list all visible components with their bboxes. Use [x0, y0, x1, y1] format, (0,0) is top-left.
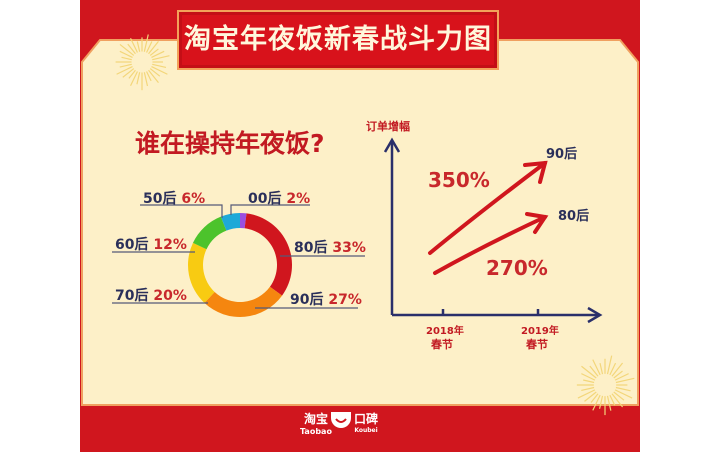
firework-ray — [130, 71, 138, 87]
donut-slice-60后 — [192, 216, 227, 250]
donut-title: 谁在操持年夜饭? — [135, 129, 325, 158]
leader-lines — [112, 204, 365, 309]
slice-label-60: 60后 12% — [115, 237, 187, 253]
firework-ray — [581, 365, 597, 379]
firework-ray — [614, 389, 633, 399]
firework-ray — [136, 72, 141, 85]
firework-ray — [577, 389, 596, 399]
firework-ray — [599, 395, 604, 409]
x-axis-arrow — [587, 306, 603, 324]
firework-ray — [130, 37, 138, 53]
firework-ray — [127, 43, 136, 55]
growth-arrows — [428, 160, 549, 275]
x-tick-label: 春节 — [431, 338, 453, 351]
firework-icon — [576, 355, 635, 416]
firework-ray — [149, 68, 161, 77]
x-tick-label: 2019年 — [521, 326, 559, 337]
firework-ray — [614, 373, 629, 381]
firework-ray — [143, 72, 149, 87]
firework-ray — [143, 34, 149, 52]
arrowhead-80 — [525, 212, 549, 234]
firework-ray — [606, 355, 613, 375]
firework-ray — [152, 55, 170, 61]
firework-ray — [611, 393, 624, 408]
firework-ray — [611, 362, 624, 377]
firework-ray — [148, 69, 159, 84]
slice-label-80: 80后 33% — [294, 240, 366, 256]
firework-ray — [128, 69, 136, 79]
firework-icon — [115, 34, 170, 91]
slice-label-70: 70后 20% — [115, 288, 187, 304]
firework-ray — [584, 391, 597, 402]
firework-ray — [609, 394, 616, 406]
donut-slice-00后 — [240, 213, 247, 229]
slice-label-90: 90后 27% — [290, 292, 362, 308]
firework-ray — [151, 50, 165, 58]
series-name-80: 80后 — [558, 209, 590, 224]
firework-ray — [146, 41, 153, 53]
firework-ray — [119, 50, 133, 58]
firework-ray — [581, 373, 596, 381]
leader-line — [140, 204, 223, 218]
firework-ray — [148, 40, 159, 55]
firework-ray — [592, 359, 601, 376]
firework-ray — [121, 56, 132, 61]
firework-ray — [119, 43, 135, 56]
x-tick-label: 春节 — [526, 338, 548, 351]
donut-chart — [188, 213, 292, 318]
firework-ray — [590, 393, 599, 403]
series-arrow-80 — [433, 215, 547, 275]
y-axis-arrow — [383, 137, 401, 153]
firework-ray — [599, 363, 604, 375]
firework-ray — [609, 362, 617, 376]
series-name-90: 90后 — [546, 147, 578, 162]
donut-slice-90后 — [204, 286, 283, 318]
firework-ray — [122, 68, 135, 78]
firework-ray — [606, 395, 612, 411]
series-arrow-90 — [428, 161, 547, 255]
firework-ray — [613, 370, 623, 379]
firework-ray — [136, 41, 141, 52]
firework-ray — [613, 391, 625, 401]
firework-ray — [615, 386, 631, 392]
koubei-logo: 口碑 Koubei — [354, 412, 379, 434]
y-axis-label: 订单增幅 — [366, 120, 410, 133]
firework-ray — [116, 66, 133, 75]
donut-slice-80后 — [244, 213, 292, 296]
growth-label-80: 270% — [486, 256, 548, 280]
cream-panel — [81, 39, 639, 406]
arrowhead-90 — [523, 160, 548, 184]
firework-ray — [592, 394, 601, 411]
x-tick-label: 2018年 — [426, 326, 464, 337]
slice-label-00: 00后 2% — [248, 191, 311, 207]
firework-ray — [151, 66, 168, 75]
firework-ray — [149, 48, 159, 56]
donut-slice-50后 — [220, 213, 240, 231]
leader-line — [230, 204, 245, 215]
firework-ray — [119, 63, 132, 68]
firework-ray — [615, 377, 635, 384]
growth-axes — [383, 137, 603, 324]
koubei-logo-icon — [331, 412, 351, 428]
donut-slice-70后 — [188, 242, 215, 303]
firework-ray — [589, 365, 599, 377]
firework-ray — [146, 71, 152, 82]
taobao-logo: 淘宝 Taobao — [300, 412, 332, 436]
growth-label-90: 350% — [428, 168, 490, 192]
firework-ray — [583, 379, 595, 384]
slice-label-50: 50后 6% — [143, 191, 206, 207]
page-title: 淘宝年夜饭新春战斗力图 — [177, 10, 499, 70]
firework-ray — [152, 63, 167, 69]
firework-ray — [581, 386, 595, 391]
